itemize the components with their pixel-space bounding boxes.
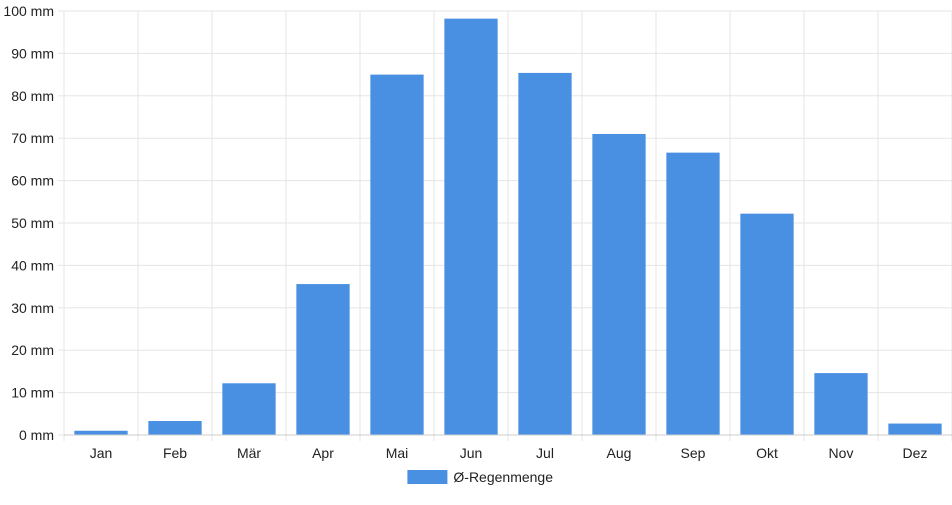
y-tick-label: 100 mm <box>3 3 54 19</box>
y-tick-label: 40 mm <box>11 257 54 273</box>
bar-jul[interactable] <box>518 72 572 436</box>
x-tick-label: Jul <box>536 445 554 461</box>
x-tick-label: Aug <box>607 445 632 461</box>
y-tick-label: 10 mm <box>11 385 54 401</box>
bar-feb[interactable] <box>148 421 202 435</box>
grid-lines <box>63 10 952 441</box>
bar-jan[interactable] <box>74 430 128 435</box>
bar-mai[interactable] <box>370 74 424 435</box>
bar-mär[interactable] <box>222 383 276 435</box>
x-tick-label: Apr <box>312 445 334 461</box>
y-tick-label: 90 mm <box>11 45 54 61</box>
bar-aug[interactable] <box>592 133 646 435</box>
x-tick-label: Okt <box>756 445 778 461</box>
axes: 0 mm 10 mm 20 mm 30 mm 40 mm 50 mm 60 mm 70 mm 8… <box>3 3 952 461</box>
bar-sep[interactable] <box>666 152 720 435</box>
y-tick-label: 80 mm <box>11 88 54 104</box>
legend[interactable]: Ø-Regenmenge <box>407 469 553 485</box>
y-tick-label: 70 mm <box>11 130 54 146</box>
legend-swatch[interactable] <box>407 470 448 484</box>
y-tick-label: 0 mm <box>19 427 54 443</box>
bars <box>74 18 942 436</box>
x-tick-label: Feb <box>163 445 187 461</box>
bar-nov[interactable] <box>814 373 868 435</box>
bar-dez[interactable] <box>888 423 942 435</box>
y-tick-label: 50 mm <box>11 215 54 231</box>
x-tick-label: Dez <box>903 445 928 461</box>
x-tick-label: Nov <box>829 445 854 461</box>
bar-apr[interactable] <box>296 284 350 435</box>
x-tick-label: Mär <box>237 445 261 461</box>
y-tick-label: 30 mm <box>11 300 54 316</box>
bar-jun[interactable] <box>444 18 498 436</box>
bar-okt[interactable] <box>740 213 794 435</box>
legend-label[interactable]: Ø-Regenmenge <box>453 469 553 485</box>
x-tick-label: Mai <box>386 445 409 461</box>
x-tick-label: Sep <box>681 445 706 461</box>
x-tick-label: Jun <box>460 445 483 461</box>
y-tick-label: 60 mm <box>11 173 54 189</box>
x-tick-label: Jan <box>90 445 113 461</box>
y-tick-label: 20 mm <box>11 342 54 358</box>
